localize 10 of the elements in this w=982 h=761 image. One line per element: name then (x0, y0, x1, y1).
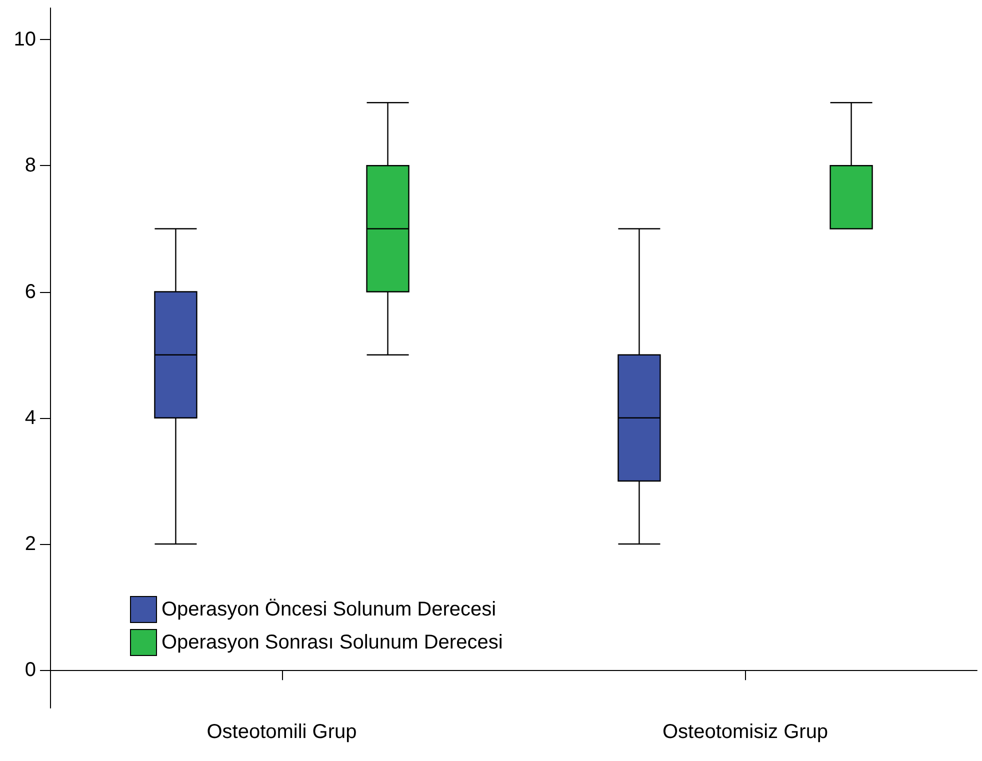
x-tick-label: Osteotomisiz Grup (662, 721, 828, 743)
y-tick-label: 0 (24, 659, 36, 682)
y-tick-label: 6 (24, 280, 36, 303)
legend-label: Operasyon Sonrası Solunum Derecesi (162, 632, 503, 654)
y-tick-label: 8 (24, 154, 36, 177)
legend-label: Operasyon Öncesi Solunum Derecesi (162, 598, 496, 620)
y-tick-label: 10 (14, 28, 36, 51)
x-tick-label: Osteotomili Grup (206, 721, 357, 743)
y-tick-label: 4 (24, 406, 36, 429)
y-tick-label: 2 (24, 533, 36, 556)
